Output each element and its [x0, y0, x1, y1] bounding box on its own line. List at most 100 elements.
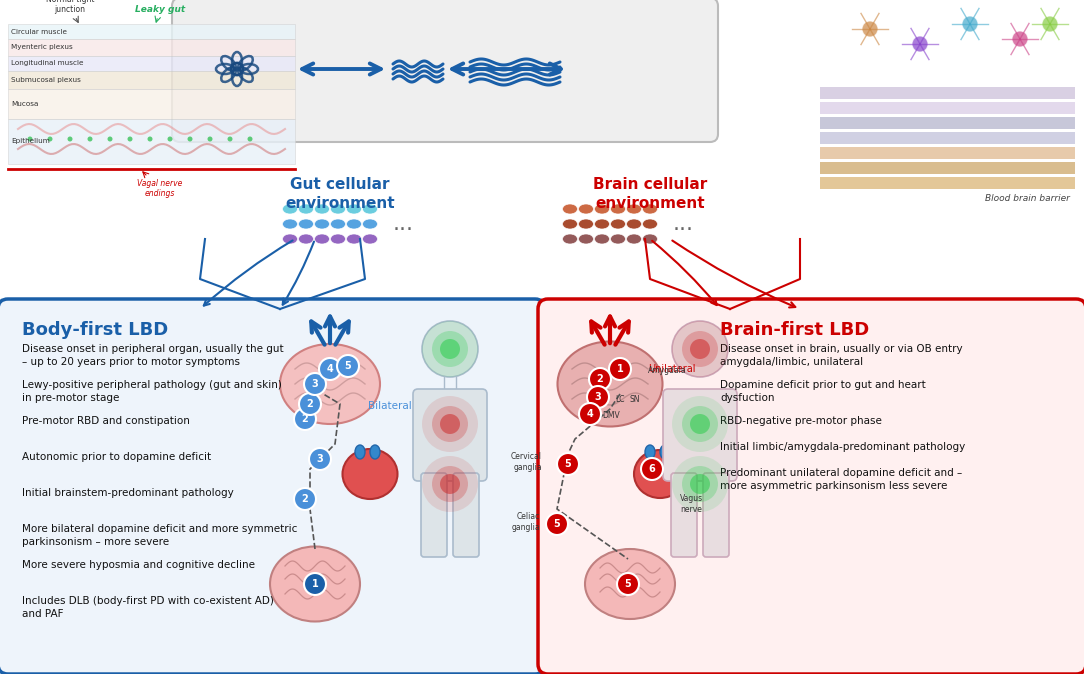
Circle shape	[440, 474, 460, 494]
Bar	[8, 56, 295, 71]
Circle shape	[682, 406, 718, 442]
Ellipse shape	[634, 450, 686, 498]
Text: 3: 3	[311, 379, 319, 389]
Circle shape	[433, 406, 468, 442]
FancyBboxPatch shape	[172, 0, 718, 142]
Circle shape	[337, 355, 359, 377]
Text: LC: LC	[615, 394, 624, 404]
Circle shape	[309, 448, 331, 470]
Text: dysfuction: dysfuction	[720, 393, 774, 403]
Text: Brain cellular
environment: Brain cellular environment	[593, 177, 707, 211]
Bar	[820, 162, 1075, 174]
Circle shape	[319, 358, 341, 380]
FancyBboxPatch shape	[421, 473, 447, 557]
Ellipse shape	[563, 219, 578, 229]
Circle shape	[691, 474, 710, 494]
Circle shape	[691, 414, 710, 434]
Text: Normal tight
junction: Normal tight junction	[46, 0, 94, 14]
Bar	[820, 132, 1075, 144]
Circle shape	[691, 339, 710, 359]
Circle shape	[557, 453, 579, 475]
Ellipse shape	[627, 234, 642, 244]
Circle shape	[304, 373, 326, 395]
Ellipse shape	[362, 234, 377, 244]
Circle shape	[147, 137, 153, 142]
Ellipse shape	[354, 445, 365, 459]
Text: 2: 2	[301, 494, 308, 504]
Text: 2: 2	[307, 399, 313, 409]
Circle shape	[247, 137, 253, 142]
Text: 6: 6	[648, 464, 656, 474]
Ellipse shape	[594, 204, 609, 214]
Bar	[820, 87, 1075, 99]
Ellipse shape	[298, 219, 313, 229]
Ellipse shape	[298, 234, 313, 244]
Text: 3: 3	[595, 392, 602, 402]
Ellipse shape	[362, 219, 377, 229]
Ellipse shape	[610, 219, 625, 229]
Text: and PAF: and PAF	[22, 609, 64, 619]
Ellipse shape	[270, 547, 360, 621]
Ellipse shape	[594, 219, 609, 229]
Bar	[8, 119, 295, 164]
Text: Blood brain barrier: Blood brain barrier	[985, 194, 1070, 203]
Bar	[820, 117, 1075, 129]
Text: Epithelium: Epithelium	[11, 138, 50, 144]
Text: – up to 20 years prior to motor symptoms: – up to 20 years prior to motor symptoms	[22, 357, 240, 367]
Text: Mucosa: Mucosa	[11, 101, 38, 107]
Ellipse shape	[579, 219, 594, 229]
Ellipse shape	[370, 445, 380, 459]
Text: 4: 4	[326, 364, 334, 374]
Text: Initial limbic/amygdala-predominant pathology: Initial limbic/amygdala-predominant path…	[720, 442, 965, 452]
Circle shape	[299, 393, 321, 415]
Circle shape	[672, 321, 728, 377]
Circle shape	[546, 513, 568, 535]
Text: Body-first LBD: Body-first LBD	[22, 321, 168, 339]
Text: 1: 1	[311, 579, 319, 589]
Circle shape	[27, 137, 33, 142]
Circle shape	[422, 396, 478, 452]
Text: 5: 5	[565, 459, 571, 469]
Ellipse shape	[283, 204, 297, 214]
Text: 5: 5	[624, 579, 631, 589]
Ellipse shape	[645, 445, 655, 459]
Ellipse shape	[347, 204, 361, 214]
Circle shape	[862, 21, 878, 37]
Ellipse shape	[283, 234, 297, 244]
Text: 5: 5	[345, 361, 351, 371]
Circle shape	[588, 386, 609, 408]
Ellipse shape	[563, 234, 578, 244]
Text: Autonomic prior to dopamine deficit: Autonomic prior to dopamine deficit	[22, 452, 211, 462]
Ellipse shape	[643, 234, 658, 244]
Text: Gut cellular
environment: Gut cellular environment	[285, 177, 395, 211]
Circle shape	[294, 488, 317, 510]
Bar	[8, 39, 295, 56]
Circle shape	[107, 137, 113, 142]
Circle shape	[304, 573, 326, 595]
Text: Cervical
ganglia: Cervical ganglia	[511, 452, 542, 472]
Text: Initial brainstem-predominant pathology: Initial brainstem-predominant pathology	[22, 488, 234, 498]
Ellipse shape	[347, 219, 361, 229]
Ellipse shape	[563, 204, 578, 214]
Circle shape	[48, 137, 52, 142]
Ellipse shape	[660, 445, 670, 459]
Ellipse shape	[280, 344, 380, 424]
Circle shape	[912, 36, 928, 52]
Bar	[820, 177, 1075, 189]
Ellipse shape	[362, 204, 377, 214]
Circle shape	[294, 408, 317, 430]
Ellipse shape	[643, 219, 658, 229]
Circle shape	[579, 403, 601, 425]
Circle shape	[617, 573, 638, 595]
Circle shape	[228, 137, 232, 142]
Circle shape	[1012, 31, 1028, 47]
Text: 4: 4	[586, 409, 593, 419]
Circle shape	[128, 137, 132, 142]
Circle shape	[682, 466, 718, 502]
Text: more asymmetric parkinsonism less severe: more asymmetric parkinsonism less severe	[720, 481, 947, 491]
Text: ...: ...	[393, 214, 414, 234]
Ellipse shape	[643, 204, 658, 214]
Ellipse shape	[298, 204, 313, 214]
Text: Circular muscle: Circular muscle	[11, 28, 67, 34]
FancyBboxPatch shape	[453, 473, 479, 557]
